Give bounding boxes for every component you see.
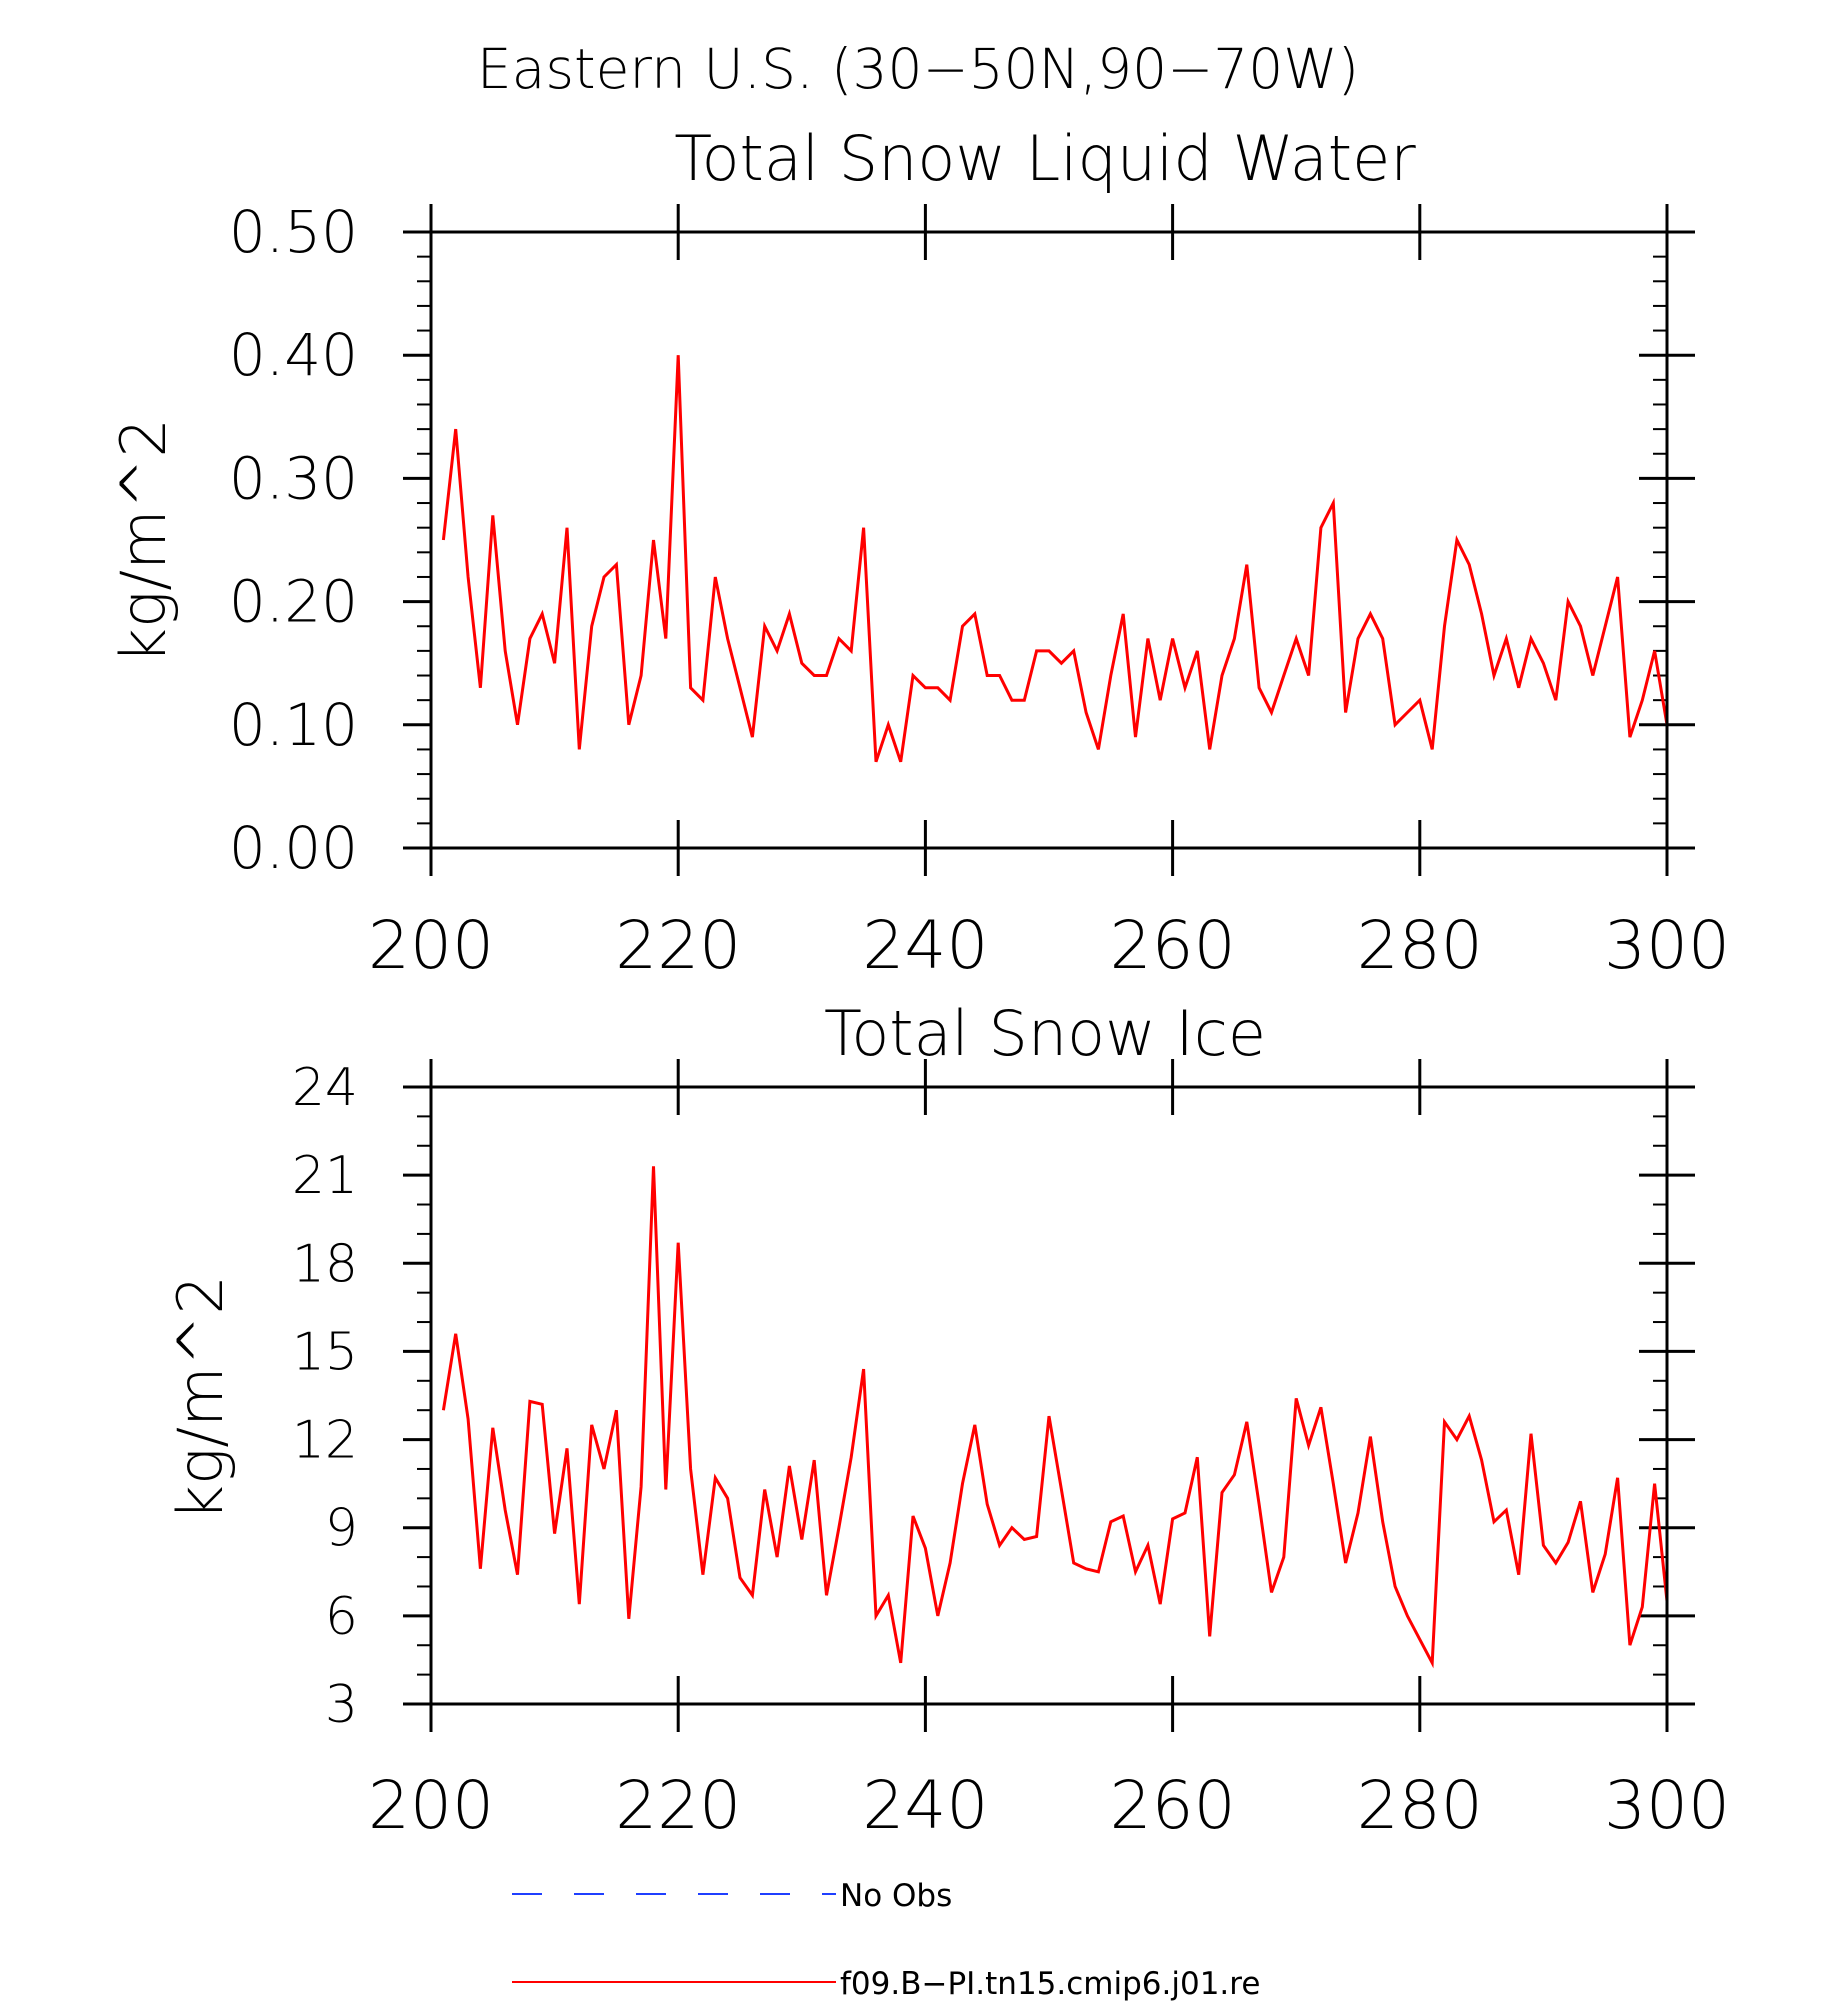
y-tick-label: 12 — [292, 1411, 358, 1471]
x-tick-label: 260 — [1110, 1767, 1236, 1844]
x-tick-label: 200 — [368, 907, 494, 984]
y-axis-label: kg/m^2 — [164, 1275, 237, 1521]
y-tick-label: 0.50 — [229, 198, 358, 266]
panel-snow-liquid-water: Total Snow Liquid Water kg/m^2 0.000.100… — [107, 122, 1730, 984]
y-tick-label: 24 — [292, 1058, 358, 1118]
panel-snow-ice: Total Snow Ice kg/m^2 3 6 9 12 15 18 21 24 200 22… — [164, 997, 1730, 1844]
panel-title: Total Snow Ice — [824, 997, 1266, 1070]
x-tick-label: 240 — [862, 1767, 988, 1844]
y-tick-label: 0.40 — [229, 321, 358, 389]
x-tick-label: 220 — [615, 907, 741, 984]
x-tick-label: 220 — [615, 1767, 741, 1844]
y-axis-label: kg/m^2 — [107, 418, 180, 664]
series-line — [441, 355, 1669, 763]
legend: No Obs f09.B−PI.tn15.cmip6.j01.re — [512, 1878, 1260, 2002]
x-tick-label: 300 — [1604, 1767, 1730, 1844]
x-tick-label: 300 — [1604, 907, 1730, 984]
legend-label-no-obs: No Obs — [840, 1878, 952, 1914]
figure-title: Eastern U.S. (30−50N,90−70W) — [477, 37, 1359, 101]
y-tick-label: 0.10 — [229, 691, 358, 759]
axes-ticks: 3 6 9 12 15 18 21 24 200 220 240 260 280 300 — [292, 1058, 1730, 1844]
y-tick-label: 0.30 — [229, 444, 358, 512]
x-tick-label: 240 — [862, 907, 988, 984]
y-tick-label: 21 — [292, 1146, 358, 1206]
x-tick-label: 260 — [1110, 907, 1236, 984]
x-tick-label: 280 — [1357, 1767, 1483, 1844]
axes-ticks: 0.00 0.10 0.20 0.30 0.40 0.50 200 220 240 260 280 3… — [229, 198, 1730, 984]
plot-frame — [429, 230, 1669, 850]
plot-frame — [429, 1085, 1669, 1706]
y-tick-label: 3 — [325, 1675, 358, 1735]
x-tick-label: 280 — [1357, 907, 1483, 984]
y-tick-label: 0.00 — [229, 814, 358, 882]
y-tick-label: 18 — [292, 1234, 358, 1294]
legend-label-model: f09.B−PI.tn15.cmip6.j01.re — [840, 1966, 1260, 2002]
y-tick-label: 6 — [325, 1587, 358, 1647]
y-tick-label: 0.20 — [229, 568, 358, 636]
y-tick-label: 15 — [292, 1322, 358, 1382]
panel-title: Total Snow Liquid Water — [674, 122, 1416, 195]
x-tick-label: 200 — [368, 1767, 494, 1844]
series-line — [441, 1166, 1669, 1669]
y-tick-label: 9 — [325, 1499, 358, 1559]
